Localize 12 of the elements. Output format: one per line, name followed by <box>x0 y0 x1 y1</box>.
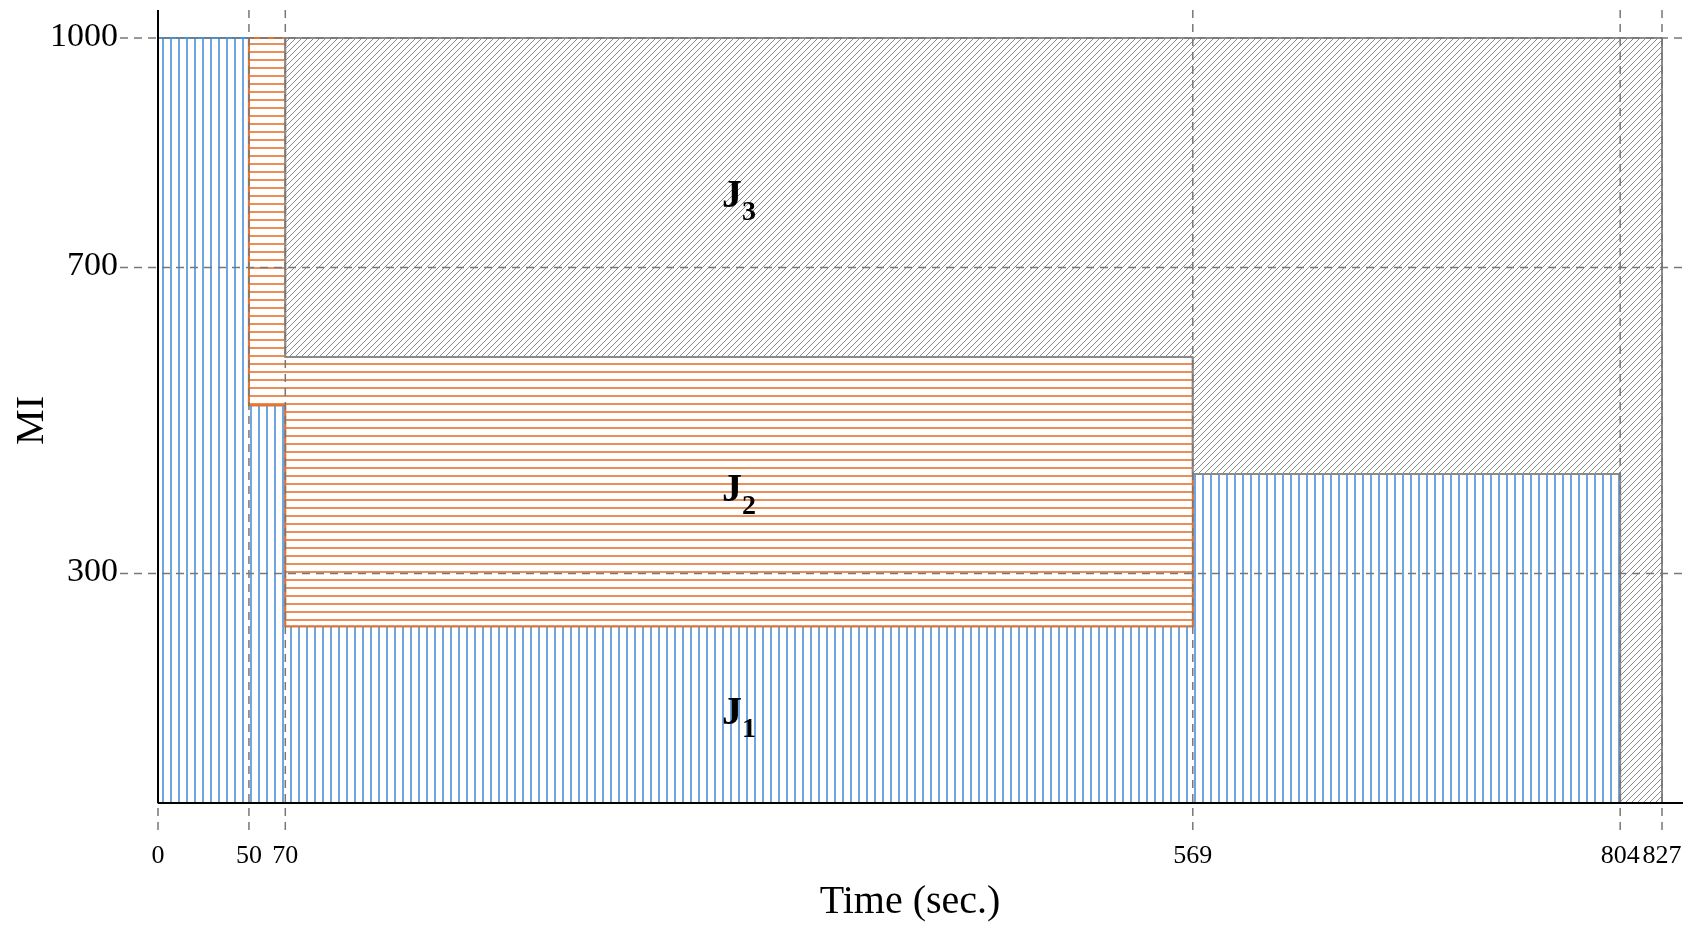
y-axis-title: MI <box>7 396 52 445</box>
x-tick-label: 804 <box>1600 840 1640 869</box>
x-tick-label: 569 <box>1173 840 1213 869</box>
x-tick-label: 0 <box>151 840 165 869</box>
x-axis-title: Time (sec.) <box>819 877 1001 922</box>
series-label: J$_{3}$ <box>722 170 757 226</box>
y-tick-label: 700 <box>67 245 118 283</box>
x-tick-label: 70 <box>272 840 299 869</box>
x-tick-label: 50 <box>235 840 262 869</box>
y-tick-label: 1000 <box>50 15 118 53</box>
x-tick-label: 827 <box>1642 840 1682 869</box>
y-tick-label: 300 <box>67 551 118 589</box>
